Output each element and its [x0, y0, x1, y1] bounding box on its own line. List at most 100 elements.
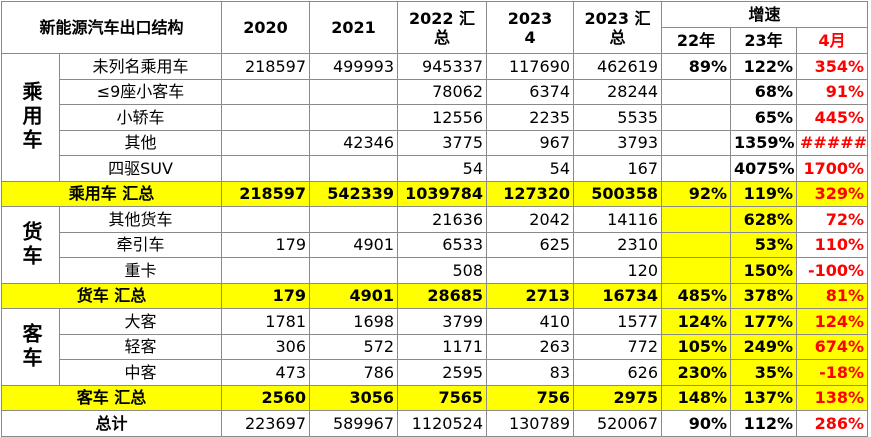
row-name: 中客 — [58, 359, 223, 386]
data-row: 货车 其他货车 21636 2042 14116 628% 72% — [1, 206, 869, 284]
growth-cell: 105% — [661, 333, 732, 360]
growth-cell: 329% — [796, 180, 869, 207]
value-cell: 12556 — [397, 104, 488, 131]
growth-cell: 378% — [730, 282, 798, 309]
growth-cell: 122% — [730, 53, 798, 80]
value-cell: 42346 — [309, 129, 399, 156]
data-row: 其他 42346 3775 967 3793 1359% ##### — [2, 129, 869, 156]
value-cell: 1698 — [309, 308, 399, 335]
value-cell: 263 — [486, 333, 575, 360]
value-cell: 3793 — [573, 129, 663, 156]
value-cell: 179 — [221, 231, 311, 258]
growth-cell: 150% — [730, 257, 798, 284]
growth-cell: 485% — [661, 282, 732, 309]
data-row: 轻客 306 572 1171 263 772 105% 249% 674% — [2, 333, 869, 360]
value-cell: 499993 — [309, 53, 399, 80]
value-cell: 2235 — [486, 104, 575, 131]
value-cell: 1120524 — [397, 410, 488, 437]
value-cell: 4901 — [309, 282, 399, 309]
growth-cell: 249% — [730, 333, 798, 360]
header-growth-column: 4月 — [796, 27, 869, 54]
growth-cell: 91% — [796, 78, 869, 105]
empty-cell — [309, 206, 399, 233]
growth-cell: 53% — [730, 231, 798, 258]
value-cell: 2310 — [573, 231, 663, 258]
value-cell: 179 — [221, 282, 311, 309]
growth-cell: 72% — [796, 206, 869, 233]
growth-cell: 65% — [730, 104, 798, 131]
total-name: 总计 — [0, 410, 223, 437]
growth-cell: 119% — [730, 180, 798, 207]
value-cell: 756 — [486, 384, 575, 411]
value-cell: 508 — [397, 257, 488, 284]
row-name: 牵引车 — [58, 231, 223, 258]
value-cell: 2595 — [397, 359, 488, 386]
value-cell: 3799 — [397, 308, 488, 335]
value-cell: 2713 — [486, 282, 575, 309]
header-row: 22年 23年 4月 — [2, 27, 869, 54]
empty-cell — [661, 231, 732, 258]
growth-cell: -100% — [796, 257, 869, 284]
empty-cell — [661, 257, 732, 284]
empty-cell — [309, 78, 399, 105]
value-cell: 117690 — [486, 53, 575, 80]
growth-cell: 286% — [796, 410, 869, 437]
empty-cell — [221, 129, 311, 156]
growth-cell: 628% — [730, 206, 798, 233]
value-cell: 2975 — [573, 384, 663, 411]
value-cell: 2560 — [221, 384, 311, 411]
empty-cell — [661, 155, 732, 182]
row-name: 小轿车 — [58, 104, 223, 131]
growth-cell: 230% — [661, 359, 732, 386]
group-label: 货车 — [1, 206, 60, 284]
growth-cell: 68% — [730, 78, 798, 105]
empty-cell — [309, 155, 399, 182]
value-cell: 130789 — [486, 410, 575, 437]
data-row: 客车 大客 1781 1698 3799 410 1577 124% 177% 124% — [1, 308, 869, 386]
growth-cell: 81% — [796, 282, 869, 309]
row-name: 未列名乘用车 — [58, 53, 223, 80]
header-column: 2023 4 — [486, 1, 575, 54]
value-cell: 7565 — [397, 384, 488, 411]
row-name: 四驱SUV — [58, 155, 223, 182]
empty-cell — [221, 155, 311, 182]
value-cell: 1171 — [397, 333, 488, 360]
value-cell: 945337 — [397, 53, 488, 80]
empty-cell — [661, 78, 732, 105]
growth-cell: 92% — [661, 180, 732, 207]
group-label: 客车 — [1, 308, 60, 386]
empty-cell — [221, 104, 311, 131]
value-cell: 21636 — [397, 206, 488, 233]
subtotal-name: 货车 汇总 — [0, 282, 223, 309]
value-cell: 542339 — [309, 180, 399, 207]
growth-cell: 674% — [796, 333, 869, 360]
growth-cell: 137% — [730, 384, 798, 411]
growth-cell: 445% — [796, 104, 869, 131]
value-cell: 83 — [486, 359, 575, 386]
header-column: 2023 汇 总 — [573, 1, 663, 54]
empty-cell — [309, 257, 399, 284]
growth-cell: 4075% — [730, 155, 798, 182]
value-cell: 223697 — [221, 410, 311, 437]
subtotal-row: 乘用车 汇总 218597 542339 1039784 127320 500358 92%… — [0, 180, 869, 207]
value-cell: 6374 — [486, 78, 575, 105]
value-cell: 572 — [309, 333, 399, 360]
data-row: 小轿车 12556 2235 5535 65% 445% — [2, 104, 869, 131]
row-name: 其他货车 — [58, 206, 223, 233]
empty-cell — [661, 129, 732, 156]
row-name: ≤9座小客车 — [58, 78, 223, 105]
growth-cell: 110% — [796, 231, 869, 258]
header-column: 2021 — [309, 1, 399, 54]
row-name: 轻客 — [58, 333, 223, 360]
empty-cell — [221, 206, 311, 233]
value-cell: 78062 — [397, 78, 488, 105]
row-name: 重卡 — [58, 257, 223, 284]
growth-cell: ##### — [796, 129, 869, 156]
growth-cell: 89% — [661, 53, 732, 80]
total-row: 总计 223697 589967 1120524 130789 520067 90% 112%… — [0, 410, 869, 437]
value-cell: 167 — [573, 155, 663, 182]
growth-cell: 124% — [661, 308, 732, 335]
value-cell: 967 — [486, 129, 575, 156]
value-cell: 473 — [221, 359, 311, 386]
